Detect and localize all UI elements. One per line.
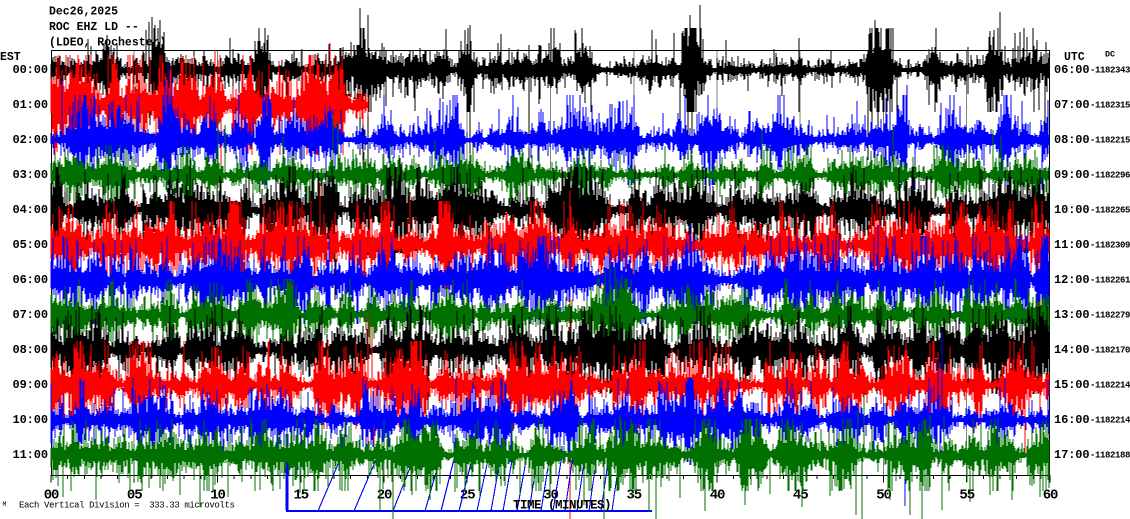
svg-text:Dec26,2025: Dec26,2025 xyxy=(49,6,118,19)
svg-text:10:00: 10:00 xyxy=(1054,203,1090,217)
svg-text:03:00: 03:00 xyxy=(12,168,48,182)
svg-text:-1182279: -1182279 xyxy=(1090,311,1130,321)
svg-text:14:00: 14:00 xyxy=(1054,343,1090,357)
svg-text:10:00: 10:00 xyxy=(12,413,48,427)
svg-text:05: 05 xyxy=(127,488,142,504)
svg-text:40: 40 xyxy=(710,488,725,504)
svg-text:25: 25 xyxy=(460,488,475,504)
svg-text:08:00: 08:00 xyxy=(1054,133,1090,147)
svg-text:15:00: 15:00 xyxy=(1054,378,1090,392)
svg-text:M: M xyxy=(3,501,7,508)
svg-text:07:00: 07:00 xyxy=(12,308,48,322)
svg-text:-1182188: -1182188 xyxy=(1090,451,1130,461)
svg-text:07:00: 07:00 xyxy=(1054,98,1090,112)
svg-text:50: 50 xyxy=(876,488,891,504)
svg-text:EST: EST xyxy=(0,51,21,64)
svg-text:TIME (MINUTES): TIME (MINUTES) xyxy=(513,499,611,513)
svg-text:-1182296: -1182296 xyxy=(1090,171,1130,181)
svg-text:11:00: 11:00 xyxy=(12,448,48,462)
svg-text:-1182265: -1182265 xyxy=(1090,206,1130,216)
svg-text:-1182170: -1182170 xyxy=(1090,346,1130,356)
svg-text:60: 60 xyxy=(1043,488,1058,504)
svg-text:08:00: 08:00 xyxy=(12,343,48,357)
svg-text:04:00: 04:00 xyxy=(12,203,48,217)
svg-text:00: 00 xyxy=(44,488,59,504)
svg-text:06:00: 06:00 xyxy=(1054,63,1090,77)
svg-text:15: 15 xyxy=(293,488,308,504)
svg-text:06:00: 06:00 xyxy=(12,273,48,287)
svg-text:DC: DC xyxy=(1105,50,1115,60)
svg-text:55: 55 xyxy=(959,488,974,504)
svg-text:09:00: 09:00 xyxy=(1054,168,1090,182)
svg-text:00:00: 00:00 xyxy=(12,63,48,77)
svg-text:01:00: 01:00 xyxy=(12,98,48,112)
svg-text:02:00: 02:00 xyxy=(12,133,48,147)
svg-text:-1182343: -1182343 xyxy=(1090,66,1130,76)
svg-text:-1182215: -1182215 xyxy=(1090,136,1130,146)
svg-text:UTC: UTC xyxy=(1064,51,1085,64)
svg-text:30: 30 xyxy=(543,488,558,504)
svg-text:-1182309: -1182309 xyxy=(1090,241,1130,251)
svg-text:-1182315: -1182315 xyxy=(1090,101,1130,111)
svg-text:13:00: 13:00 xyxy=(1054,308,1090,322)
svg-text:45: 45 xyxy=(793,488,808,504)
svg-text:-1182261: -1182261 xyxy=(1090,276,1130,286)
svg-text:16:00: 16:00 xyxy=(1054,413,1090,427)
svg-text:05:00: 05:00 xyxy=(12,238,48,252)
svg-text:(LDEO, Rochester): (LDEO, Rochester) xyxy=(49,37,166,50)
svg-text:35: 35 xyxy=(626,488,641,504)
svg-text:10: 10 xyxy=(210,488,225,504)
svg-text:ROC EHZ LD --: ROC EHZ LD -- xyxy=(49,21,139,34)
svg-text:-1182214: -1182214 xyxy=(1090,381,1130,391)
svg-text:12:00: 12:00 xyxy=(1054,273,1090,287)
svg-text:20: 20 xyxy=(377,488,392,504)
svg-text:-1182214: -1182214 xyxy=(1090,416,1130,426)
svg-text:17:00: 17:00 xyxy=(1054,448,1090,462)
svg-text:Each Vertical Division = 333.: Each Vertical Division = 333.33 microvol… xyxy=(19,501,234,511)
svg-text:09:00: 09:00 xyxy=(12,378,48,392)
svg-text:11:00: 11:00 xyxy=(1054,238,1090,252)
